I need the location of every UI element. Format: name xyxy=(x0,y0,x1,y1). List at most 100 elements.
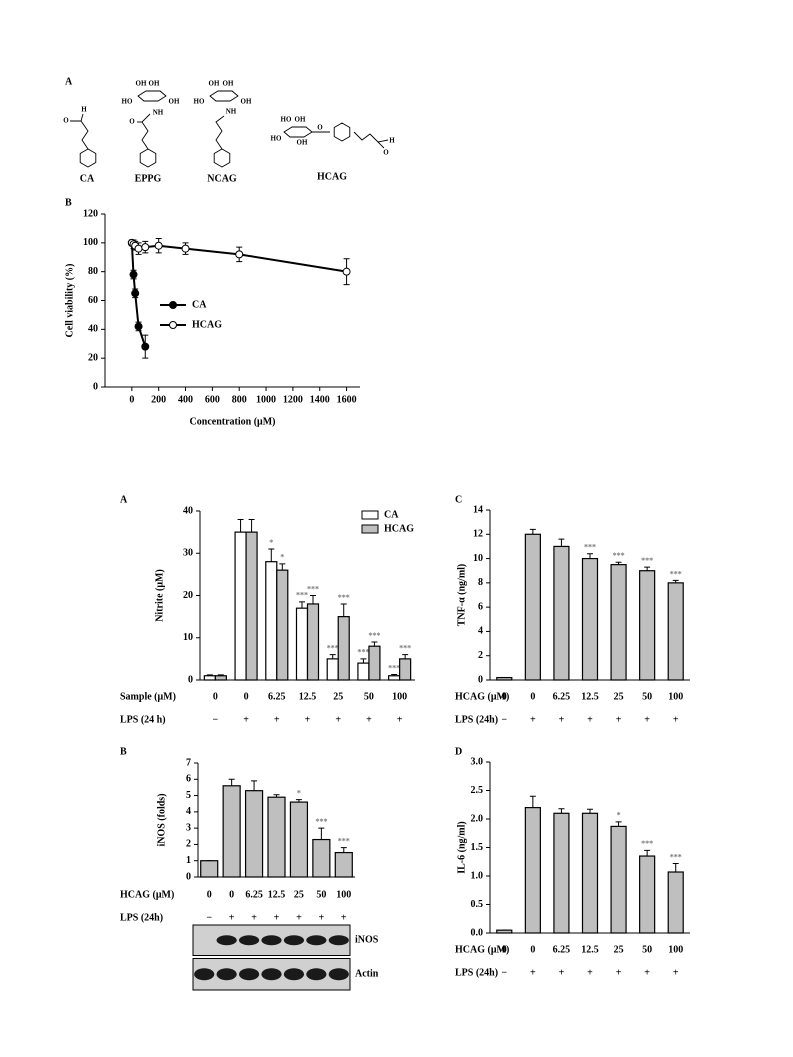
panel-letter: D xyxy=(455,746,462,757)
bond xyxy=(377,139,389,143)
bar xyxy=(265,561,278,681)
significance: *** xyxy=(388,663,400,672)
y-tick-label: 6 xyxy=(186,774,191,785)
x-tick-label: 0 xyxy=(229,889,234,900)
y-axis-title: iNOS (folds) xyxy=(156,793,167,846)
panel-letter: B xyxy=(65,197,72,208)
significance: *** xyxy=(338,837,350,846)
compound-label: HCAG xyxy=(317,171,347,182)
atom: O xyxy=(317,124,323,132)
y-axis-title: IL-6 (ng/ml) xyxy=(456,821,467,874)
atom: OH xyxy=(295,116,306,124)
ring xyxy=(209,90,239,102)
panel-letter: C xyxy=(455,494,462,505)
y-axis-title: TNF-α (ng/ml) xyxy=(456,564,467,627)
significance: * xyxy=(280,553,284,562)
bar xyxy=(203,675,216,681)
y-tick-label: 100 xyxy=(83,237,98,248)
treatment-sign: − xyxy=(206,912,212,923)
atom: OH xyxy=(169,98,180,106)
error-bar xyxy=(340,603,347,617)
legend-marker xyxy=(169,301,177,309)
significance: *** xyxy=(670,569,682,578)
treatment-sign: + xyxy=(319,912,325,923)
significance: *** xyxy=(327,643,339,652)
treatment-sign: + xyxy=(341,912,347,923)
atom: OH xyxy=(209,80,220,88)
legend-swatch xyxy=(361,510,379,520)
y-tick-label: 2 xyxy=(478,650,483,661)
bond xyxy=(70,120,89,150)
error-bar xyxy=(237,518,244,533)
error-bar xyxy=(268,548,275,562)
treatment-sign: − xyxy=(213,714,219,725)
bar xyxy=(496,929,513,934)
x-tick-label: 0 xyxy=(129,394,134,405)
significance: *** xyxy=(368,631,380,640)
treatment-sign: + xyxy=(616,967,622,978)
y-tick-label: 40 xyxy=(183,505,193,516)
x-tick-label: 0 xyxy=(213,691,218,702)
significance: *** xyxy=(613,551,625,560)
bar xyxy=(667,871,684,934)
error-bar xyxy=(558,808,565,814)
bar xyxy=(524,533,541,681)
bond xyxy=(141,113,151,150)
treatment-sign: + xyxy=(530,714,536,725)
x-tick-label: 12.5 xyxy=(299,691,317,702)
blot-band xyxy=(216,935,237,946)
category-title: HCAG (μM) xyxy=(455,691,509,702)
treatment-sign: + xyxy=(587,967,593,978)
bar xyxy=(524,806,541,934)
point xyxy=(141,342,150,351)
treatment-sign: + xyxy=(305,714,311,725)
error-bar xyxy=(279,563,286,571)
x-tick-label: 1400 xyxy=(310,394,330,405)
y-tick-label: 14 xyxy=(473,504,483,515)
x-tick-label: 12.5 xyxy=(268,889,286,900)
point xyxy=(141,243,150,252)
y-tick-label: 1.5 xyxy=(471,842,484,853)
y-tick-label: 8 xyxy=(478,577,483,588)
error-bar xyxy=(644,849,651,857)
y-tick-label: 4 xyxy=(186,806,191,817)
atom: OH xyxy=(149,80,160,88)
bar xyxy=(200,860,219,878)
point xyxy=(342,267,351,276)
error-bar xyxy=(529,528,536,535)
treatment-sign: + xyxy=(296,912,302,923)
ring xyxy=(139,148,157,168)
category-title: HCAG (μM) xyxy=(120,889,174,900)
legend-label: CA xyxy=(384,509,399,520)
y-tick-label: 80 xyxy=(88,266,98,277)
error-bar xyxy=(248,518,255,533)
y-tick-label: 0 xyxy=(478,674,483,685)
ring xyxy=(333,122,351,142)
error-bar xyxy=(340,847,347,853)
significance: *** xyxy=(338,593,350,602)
error-bar xyxy=(310,595,316,604)
significance: *** xyxy=(641,556,653,565)
treatment-sign: + xyxy=(397,714,403,725)
treatment-sign: + xyxy=(644,967,650,978)
atom: HO xyxy=(271,135,282,143)
error-bar xyxy=(371,641,378,647)
atom: H xyxy=(81,106,87,114)
panel-letter: A xyxy=(65,76,73,87)
error-bar xyxy=(402,654,409,659)
x-tick-label: 6.25 xyxy=(268,691,286,702)
x-tick-label: 100 xyxy=(392,691,407,702)
x-tick-label: 200 xyxy=(151,394,166,405)
x-tick-label: 600 xyxy=(205,394,220,405)
bar xyxy=(267,796,286,878)
significance: * xyxy=(269,538,273,547)
error-bar xyxy=(360,658,367,664)
x-tick-label: 1600 xyxy=(337,394,357,405)
blot-band xyxy=(283,968,305,981)
x-tick-label: 0 xyxy=(207,889,212,900)
significance: *** xyxy=(315,817,327,826)
treatment-sign: + xyxy=(616,714,622,725)
y-tick-label: 120 xyxy=(83,208,98,219)
treatment-sign: + xyxy=(366,714,372,725)
